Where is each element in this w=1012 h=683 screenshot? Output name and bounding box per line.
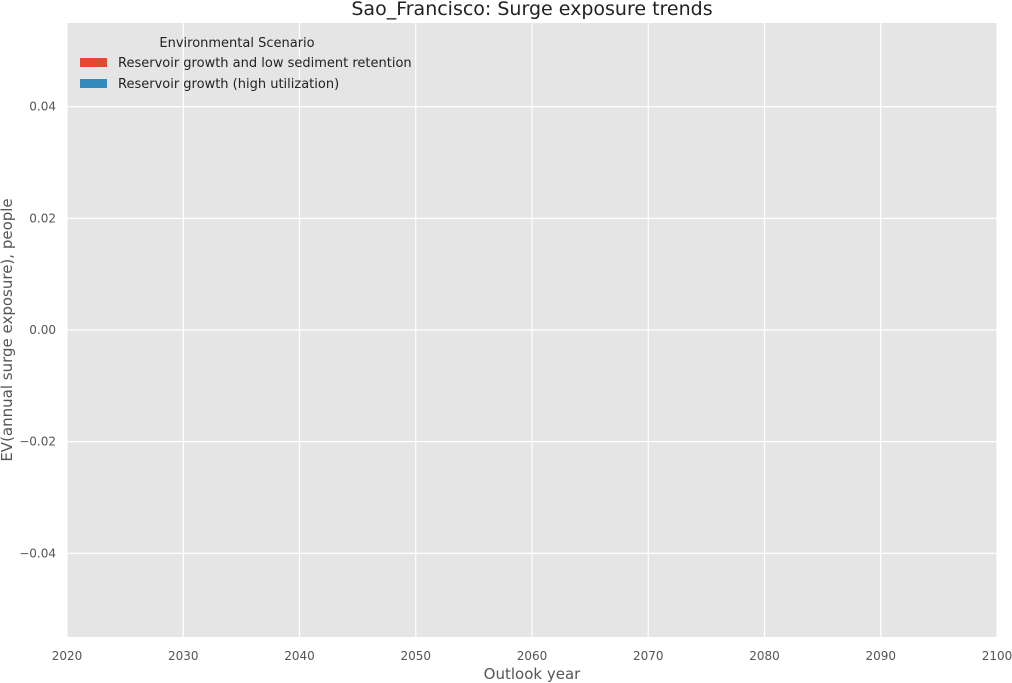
legend-swatch (80, 79, 107, 88)
y-axis-label: EV(annual surge exposure), people (0, 198, 16, 461)
chart-title: Sao_Francisco: Surge exposure trends (351, 0, 712, 20)
y-tick-labels: 0.04 0.02 0.00 −0.02 −0.04 (19, 100, 56, 561)
y-grid (67, 106, 997, 554)
legend-label: Reservoir growth and low sediment retent… (118, 56, 412, 71)
legend-entries: Reservoir growth and low sediment retent… (80, 56, 412, 92)
x-tick-label: 2060 (517, 649, 548, 663)
x-axis-label: Outlook year (484, 665, 581, 683)
legend: Environmental Scenario Reservoir growth … (80, 36, 412, 92)
x-tick-label: 2070 (633, 649, 664, 663)
x-tick-label: 2040 (284, 649, 315, 663)
x-tick-label: 2100 (982, 649, 1012, 663)
y-tick-label: 0.00 (29, 323, 56, 337)
x-tick-label: 2020 (52, 649, 83, 663)
x-tick-label: 2090 (865, 649, 896, 663)
x-tick-label: 2080 (749, 649, 780, 663)
legend-title: Environmental Scenario (159, 36, 314, 51)
x-tick-labels: 2020 2030 2040 2050 2060 2070 2080 2090 2100 (52, 649, 1012, 663)
y-tick-label: 0.02 (29, 211, 56, 225)
x-tick-label: 2030 (168, 649, 199, 663)
y-tick-label: −0.04 (19, 546, 56, 560)
legend-label: Reservoir growth (high utilization) (118, 77, 339, 92)
y-tick-label: −0.02 (19, 435, 56, 449)
y-tick-label: 0.04 (29, 100, 56, 114)
x-tick-label: 2050 (400, 649, 431, 663)
legend-swatch (80, 58, 107, 67)
